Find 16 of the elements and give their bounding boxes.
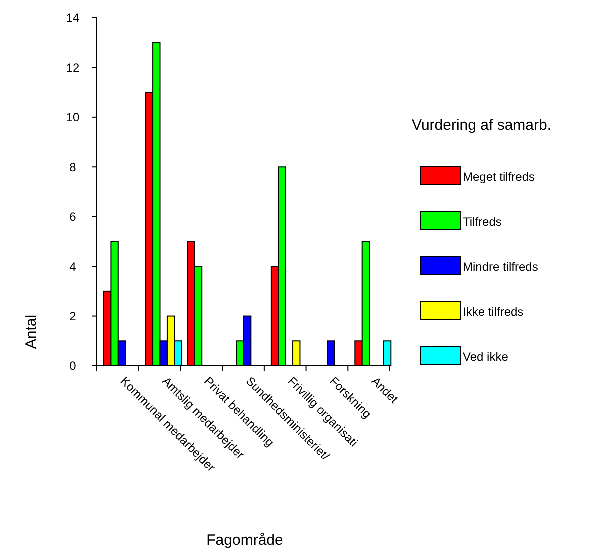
y-axis-title: Antal [23, 314, 40, 350]
legend-label: Ved ikke [463, 350, 509, 364]
y-tick-label: 10 [66, 110, 80, 125]
legend-label: Tilfreds [463, 215, 502, 229]
legend-label: Meget tilfreds [463, 170, 536, 184]
y-tick-label: 12 [66, 60, 80, 75]
y-tick-label: 6 [70, 210, 77, 224]
legend-label: Mindre tilfreds [463, 260, 538, 274]
legend-label: Ikke tilfreds [463, 305, 524, 319]
x-axis-title: Fagområde [206, 532, 284, 549]
y-tick-label: 2 [70, 309, 77, 324]
y-tick-label: 14 [66, 11, 80, 26]
y-tick-label: 4 [70, 260, 77, 274]
y-tick-label: 0 [70, 359, 77, 374]
legend-title: Vurdering af samarb. [412, 117, 552, 134]
y-tick-label: 8 [70, 160, 77, 174]
